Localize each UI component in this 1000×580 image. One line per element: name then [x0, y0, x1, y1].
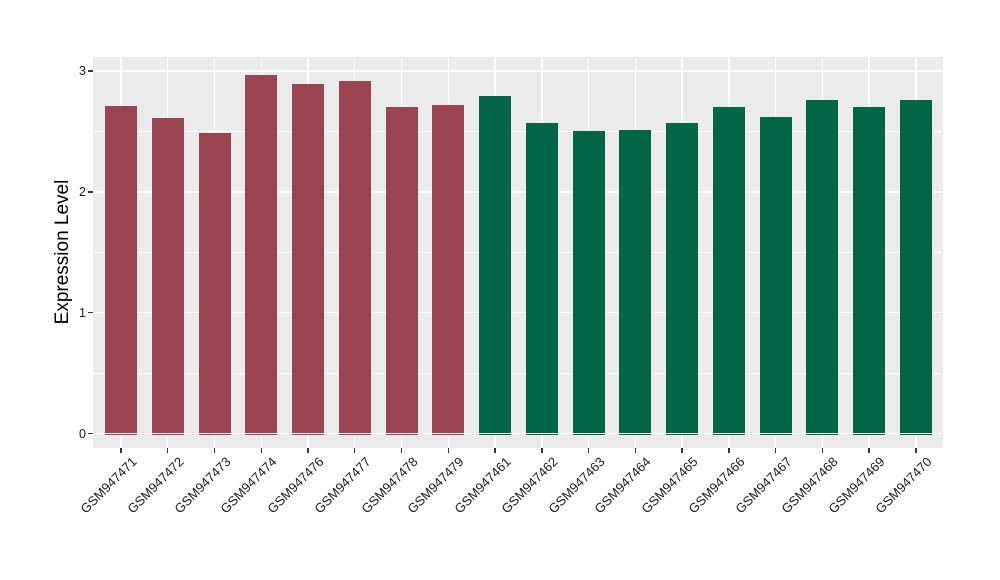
- bar-GSM947465: [666, 122, 699, 435]
- x-axis-tick: [167, 448, 169, 453]
- bar-GSM947477: [338, 80, 371, 435]
- bar-GSM947464: [619, 130, 652, 435]
- x-axis-tick: [681, 448, 683, 453]
- bar-GSM947469: [853, 107, 886, 435]
- bar-GSM947462: [525, 122, 558, 435]
- bar-GSM947468: [806, 100, 839, 435]
- bar-GSM947474: [245, 74, 278, 435]
- bar-GSM947478: [385, 107, 418, 435]
- bar-GSM947476: [292, 84, 325, 435]
- bar-GSM947463: [572, 131, 605, 435]
- x-axis-tick: [541, 448, 543, 453]
- x-axis-tick: [354, 448, 356, 453]
- x-axis-tick: [728, 448, 730, 453]
- y-axis-tick: [88, 432, 93, 435]
- h-gridline-major: [93, 311, 943, 314]
- h-gridline-minor: [93, 251, 943, 253]
- y-axis-tick: [88, 70, 93, 72]
- bar-GSM947470: [899, 100, 932, 435]
- x-axis-tick: [494, 448, 496, 453]
- x-axis-tick: [120, 448, 122, 453]
- h-gridline-major: [93, 191, 943, 193]
- y-axis-title: Expression Level: [52, 179, 73, 325]
- x-axis-tick: [774, 448, 777, 453]
- x-axis-tick: [587, 448, 590, 453]
- x-axis-tick: [634, 448, 637, 453]
- bar-GSM947479: [432, 104, 465, 435]
- bar-GSM947473: [198, 132, 231, 435]
- x-axis-tick: [260, 448, 262, 453]
- x-axis-tick: [213, 448, 216, 453]
- x-axis-tick: [400, 448, 403, 453]
- bar-GSM947471: [105, 106, 137, 435]
- h-gridline-minor: [93, 131, 943, 132]
- x-axis-tick: [821, 448, 824, 453]
- y-axis-tick: [88, 311, 93, 314]
- bar-GSM947466: [712, 107, 745, 435]
- bar-GSM947472: [151, 118, 184, 435]
- h-gridline-major: [93, 70, 943, 72]
- x-axis-tick: [915, 448, 917, 453]
- y-tick-label-3: 3: [79, 64, 86, 78]
- y-tick-label-2: 2: [79, 184, 86, 199]
- bar-GSM947461: [479, 96, 512, 435]
- plot-panel: [93, 57, 943, 448]
- h-gridline-minor: [93, 372, 943, 374]
- zero-gridline: [93, 432, 943, 435]
- y-tick-label-0: 0: [79, 426, 86, 441]
- bar-GSM947467: [759, 116, 792, 435]
- y-tick-label-1: 1: [79, 305, 86, 320]
- x-axis-tick: [447, 448, 449, 453]
- x-axis-tick: [868, 448, 870, 453]
- y-axis-tick: [88, 191, 93, 193]
- x-axis-tick: [307, 448, 309, 453]
